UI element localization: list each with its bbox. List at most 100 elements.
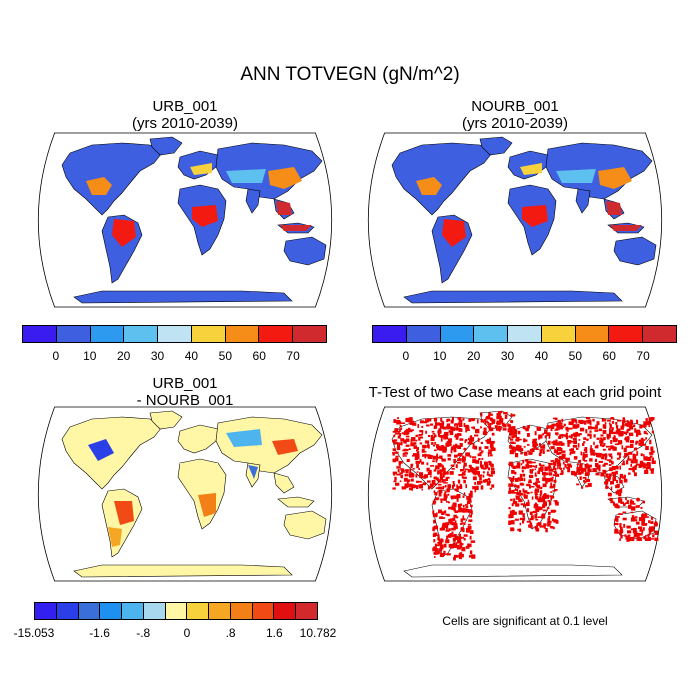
significant-cell	[558, 422, 563, 425]
significant-cell	[625, 497, 627, 501]
significant-cell	[462, 511, 466, 513]
significant-cell	[585, 429, 588, 434]
significant-cell	[487, 471, 489, 474]
significant-cell	[625, 439, 629, 443]
significant-cell	[425, 454, 431, 457]
continent-antarctica	[403, 290, 623, 304]
significant-cell	[651, 430, 654, 434]
continent-asia	[215, 416, 323, 474]
significant-cell	[463, 465, 465, 470]
significant-cell	[450, 446, 454, 451]
significant-cell	[463, 470, 467, 473]
significant-cell	[609, 453, 612, 458]
significant-cell	[536, 523, 541, 526]
significant-cell	[534, 502, 537, 508]
significant-cell	[465, 484, 467, 489]
significant-cell	[469, 500, 472, 503]
significant-cell	[592, 449, 595, 452]
significant-cell	[488, 412, 491, 416]
significant-cell	[520, 448, 524, 452]
significant-cell	[634, 465, 637, 468]
significant-cell	[636, 451, 639, 456]
panel-title-urb-line1: URB_001	[152, 98, 218, 115]
significant-cell	[617, 452, 622, 456]
significant-cell	[487, 477, 490, 480]
significant-cell	[511, 426, 516, 430]
significant-cell	[584, 468, 587, 473]
significant-cell	[450, 426, 453, 429]
significant-cell	[636, 536, 640, 541]
significant-cell	[433, 539, 436, 543]
significant-cell	[555, 432, 559, 435]
significant-cell	[649, 538, 655, 540]
significant-cell	[538, 463, 541, 467]
significant-cell	[432, 455, 435, 460]
significant-cell	[418, 468, 420, 470]
significant-cell	[443, 448, 447, 450]
colorbar-urb-swatch	[259, 326, 294, 342]
colorbar-diff-swatch	[187, 603, 210, 619]
significant-cell	[412, 453, 418, 457]
significant-cell	[437, 537, 440, 540]
significant-cell	[424, 474, 429, 478]
significant-cell	[465, 452, 470, 457]
significant-cell	[435, 421, 437, 427]
significant-cell	[636, 432, 639, 437]
significant-cell	[625, 436, 630, 440]
significant-cell	[416, 463, 419, 469]
significant-cell	[465, 545, 470, 549]
significant-cell	[608, 460, 613, 463]
significant-cell	[461, 473, 466, 476]
significant-cell	[606, 433, 611, 438]
significant-cell	[557, 424, 560, 428]
significant-cell	[529, 448, 532, 452]
significant-cell	[616, 479, 618, 483]
significant-cell	[617, 505, 620, 507]
significant-cell	[434, 543, 437, 548]
significant-cell	[508, 491, 511, 494]
significant-cell	[443, 434, 445, 437]
colorbar-urb-swatch	[293, 326, 327, 342]
significant-cell	[529, 511, 533, 515]
significant-cell	[622, 476, 625, 479]
significant-cell	[487, 454, 490, 457]
significant-cell	[519, 498, 522, 501]
significant-cell	[400, 441, 403, 446]
significant-cell	[538, 467, 540, 473]
panel-title-urb: URB_001 (yrs 2010-2039)	[25, 98, 345, 132]
significant-cell	[614, 466, 619, 470]
significant-cell	[452, 502, 457, 506]
significant-cell	[400, 438, 405, 442]
significant-cell	[643, 443, 647, 446]
significant-cell	[596, 437, 600, 440]
significant-cell	[472, 468, 476, 471]
significant-cell	[526, 464, 529, 467]
significant-cell	[616, 483, 620, 488]
significant-cell	[582, 420, 586, 424]
significant-cell	[452, 542, 456, 548]
significant-cell	[613, 473, 616, 478]
significant-cell	[433, 482, 435, 486]
significant-cell	[604, 453, 608, 457]
significant-cell	[449, 543, 453, 547]
significant-cell	[620, 532, 622, 536]
significant-cell	[463, 447, 467, 451]
significant-cell	[583, 479, 586, 483]
significant-cell	[639, 425, 643, 429]
significant-cell	[632, 467, 637, 470]
significant-cell	[539, 466, 544, 471]
significant-cell	[605, 473, 609, 478]
significant-cell	[526, 491, 530, 495]
significant-cell	[511, 489, 515, 494]
significant-cell	[610, 481, 614, 485]
colorbar-nourb-swatch	[643, 326, 677, 342]
significant-cell	[633, 424, 636, 428]
significant-cell	[456, 486, 460, 490]
significant-cell	[460, 518, 463, 522]
significant-cell	[425, 430, 427, 434]
significant-cell	[444, 510, 447, 514]
significant-cell	[575, 424, 580, 427]
significant-cell	[424, 482, 427, 486]
significant-cell	[600, 434, 604, 437]
significant-cell	[439, 548, 443, 551]
